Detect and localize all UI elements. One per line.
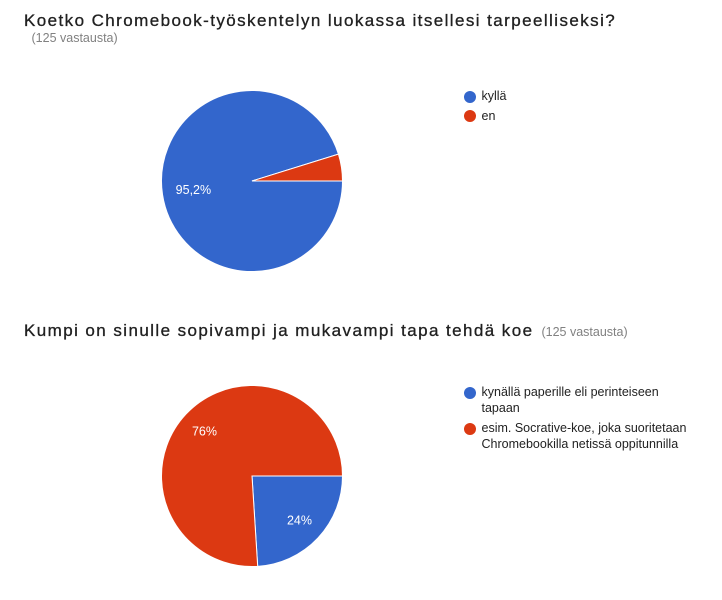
pie-chart-question-1: 95,2% bbox=[161, 90, 344, 272]
legend-label: esim. Socrative-koe, joka suoritetaan Ch… bbox=[481, 421, 687, 451]
legend-entry[interactable]: kynällä paperille eli perinteiseen tapaa… bbox=[464, 385, 694, 416]
legend-color-dot-icon bbox=[464, 422, 476, 435]
legend-color-dot-icon bbox=[464, 90, 476, 103]
pie-slice-label: 95,2% bbox=[176, 183, 211, 197]
legend-label: kynällä paperille eli perinteiseen tapaa… bbox=[481, 385, 659, 415]
pie-slice-label: 76% bbox=[192, 424, 217, 438]
question-2-title: Kumpi on sinulle sopivampi ja mukavampi … bbox=[24, 321, 628, 342]
legend-label: kyllä bbox=[481, 89, 507, 103]
pie-slice-en[interactable] bbox=[251, 153, 344, 182]
question-2-title-text: Kumpi on sinulle sopivampi ja mukavampi … bbox=[24, 321, 534, 340]
pie-slice-kynällä-paperille-eli-perinteiseen-tapaa[interactable] bbox=[251, 475, 344, 567]
question-1-response-count: (125 vastausta) bbox=[31, 31, 118, 45]
pie-slice-esim-socrative-koe-joka-suoritetaan-chro[interactable] bbox=[161, 385, 344, 567]
question-2-response-count: (125 vastausta) bbox=[541, 325, 628, 339]
legend-entry[interactable]: esim. Socrative-koe, joka suoritetaan Ch… bbox=[464, 421, 694, 452]
legend-entry[interactable]: kyllä bbox=[464, 89, 694, 105]
legend-entry[interactable]: en bbox=[464, 109, 694, 125]
pie-slice-label: 24% bbox=[287, 514, 312, 528]
pie-chart-question-2: 24% 76% bbox=[161, 385, 344, 567]
legend-label: en bbox=[481, 108, 496, 123]
question-1-title: Koetko Chromebook-työskentelyn luokassa … bbox=[24, 11, 616, 31]
legend-color-dot-icon bbox=[464, 110, 476, 123]
question-1-title-text: Koetko Chromebook-työskentelyn luokassa … bbox=[24, 10, 617, 30]
legend-color-dot-icon bbox=[464, 386, 476, 399]
